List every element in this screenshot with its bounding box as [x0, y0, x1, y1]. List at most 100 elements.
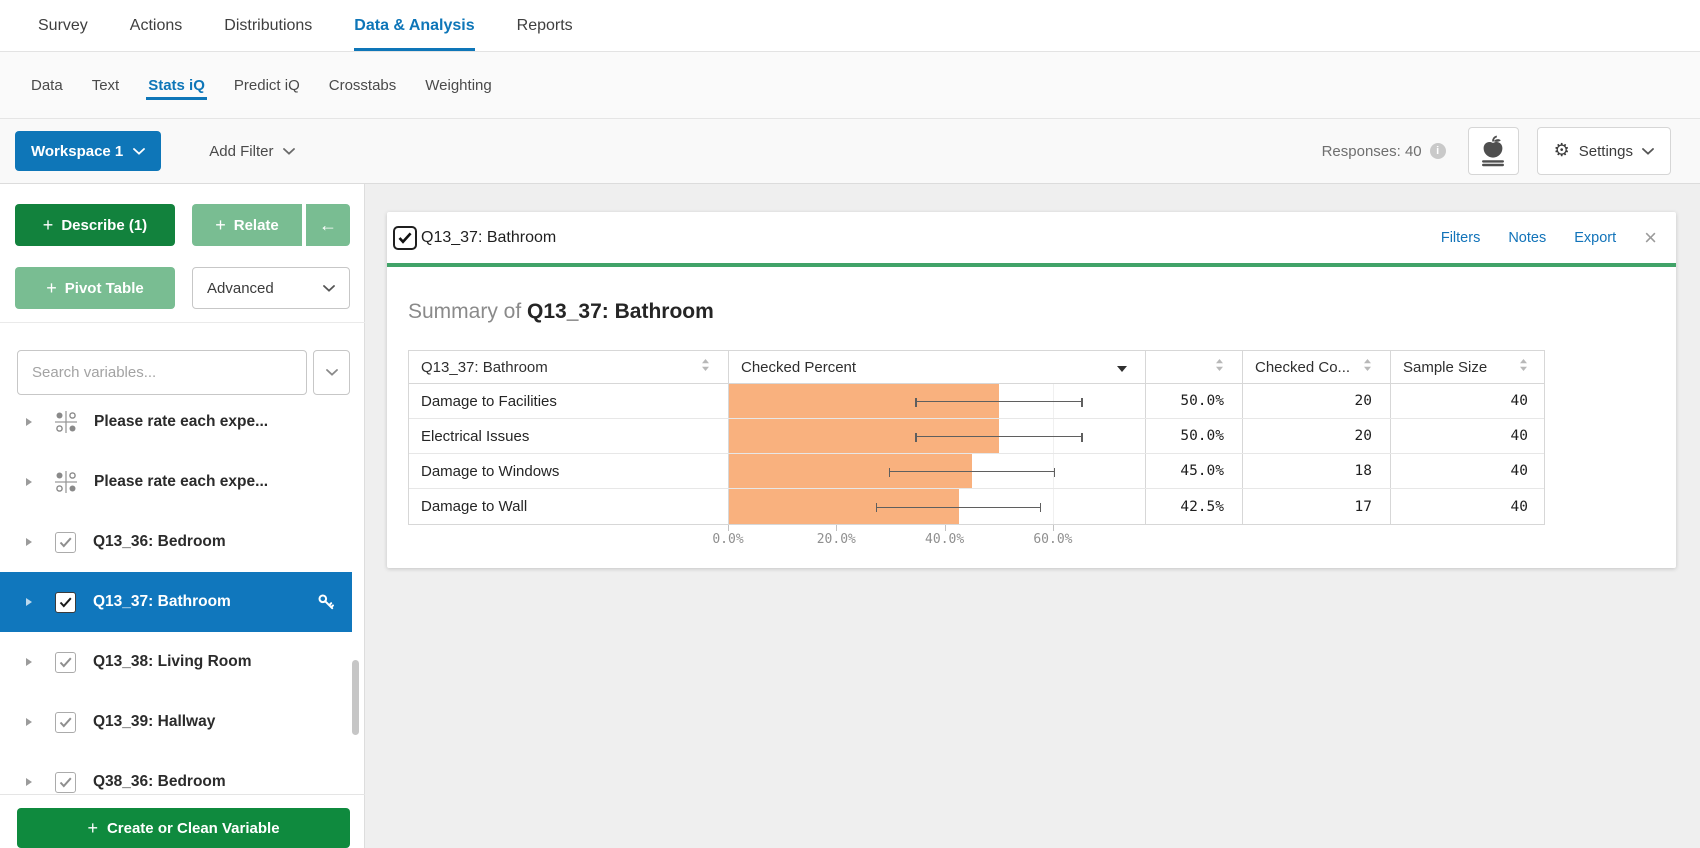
row-label: Electrical Issues: [409, 419, 729, 453]
column-header-q13-37-bathroom[interactable]: Q13_37: Bathroom: [409, 351, 729, 383]
variable-list: Please rate each expe... Please rate each…: [0, 392, 365, 795]
pivot-table-button[interactable]: + Pivot Table: [15, 267, 175, 309]
workspace-toolbar: Workspace 1 Add Filter Responses: 40 i ⚙: [0, 119, 1700, 184]
variable-item-q38-36-bedroom[interactable]: Q38_36: Bedroom: [0, 752, 352, 795]
card-header: Q13_37: Bathroom FiltersNotesExport ×: [387, 212, 1676, 263]
chevron-right-icon[interactable]: [25, 417, 33, 427]
variable-checkbox[interactable]: [55, 712, 76, 733]
sub-tab-weighting[interactable]: Weighting: [423, 71, 493, 100]
chevron-right-icon[interactable]: [25, 597, 33, 607]
variable-item-q13-36-bedroom[interactable]: Q13_36: Bedroom: [0, 512, 352, 572]
advanced-dropdown[interactable]: Advanced: [192, 267, 350, 309]
checkbox-checked[interactable]: [55, 712, 76, 733]
info-icon[interactable]: i: [1430, 143, 1446, 159]
list-scrollbar-thumb[interactable]: [352, 660, 359, 735]
arrow-left-icon: ←: [319, 215, 337, 236]
variable-item-q13-38-living-room[interactable]: Q13_38: Living Room: [0, 632, 352, 692]
close-icon[interactable]: ×: [1644, 227, 1657, 249]
variable-label: Please rate each expe...: [94, 413, 268, 431]
filters-link[interactable]: Filters: [1441, 230, 1480, 246]
card-actions: Filters Notes Export: [1413, 230, 1616, 246]
error-bar-cap-right: [1081, 398, 1083, 407]
column-header-label: Checked Percent: [741, 359, 856, 376]
error-bar-cap-right: [1040, 503, 1042, 512]
column-header-sample-size[interactable]: Sample Size: [1391, 351, 1546, 383]
top-tab-actions[interactable]: Actions: [130, 0, 182, 51]
error-bar: [889, 471, 1055, 472]
chevron-right-icon[interactable]: [25, 717, 33, 727]
search-variables-input[interactable]: [17, 350, 307, 395]
collapse-panel-button[interactable]: ←: [304, 204, 350, 246]
variable-item-please-rate-each-expe[interactable]: Please rate each expe...: [0, 392, 352, 452]
column-header-blank[interactable]: [1146, 351, 1243, 383]
error-bar-cap-left: [889, 468, 891, 477]
variable-item-q13-39-hallway[interactable]: Q13_39: Hallway: [0, 692, 352, 752]
top-tab-survey[interactable]: Survey: [38, 0, 88, 51]
sub-tab-data[interactable]: Data: [29, 71, 65, 100]
sub-navigation: Data Text Stats iQ Predict iQ Crosstabs Weigh…: [0, 52, 1700, 119]
variable-label: Please rate each expe...: [94, 473, 268, 491]
chart-x-axis: 0.0%20.0%40.0%60.0%: [728, 525, 1145, 555]
checkbox-checked[interactable]: [55, 772, 76, 793]
learning-resources-button[interactable]: [1468, 127, 1519, 175]
checked-percent-bar-cell: [729, 419, 1146, 453]
checkbox-checked[interactable]: [55, 592, 76, 613]
variable-item-q13-37-bathroom[interactable]: Q13_37: Bathroom: [0, 572, 352, 632]
variable-label: Q13_39: Hallway: [93, 713, 215, 731]
table-row-damage-to-facilities: Damage to Facilities50.0%2040: [409, 384, 1544, 419]
sub-tab-text[interactable]: Text: [90, 71, 122, 100]
chevron-right-icon[interactable]: [25, 537, 33, 547]
chevron-right-icon[interactable]: [25, 477, 33, 487]
axis-tick-label: 20.0%: [817, 532, 856, 547]
workspace-dropdown-button[interactable]: Workspace 1: [15, 131, 161, 171]
top-tab-distributions[interactable]: Distributions: [224, 0, 312, 51]
variable-checkbox[interactable]: [55, 652, 76, 673]
gear-icon: ⚙: [1554, 142, 1570, 160]
axis-tick: [1053, 525, 1054, 531]
sort-icon[interactable]: [1215, 358, 1224, 376]
variable-checkbox[interactable]: [55, 532, 76, 553]
describe-button[interactable]: + Describe (1): [15, 204, 175, 246]
chevron-right-icon[interactable]: [25, 777, 33, 787]
top-tab-reports[interactable]: Reports: [517, 0, 573, 51]
top-navigation: Survey Actions Distributions Data & Analysi…: [0, 0, 1700, 52]
checked-percent-value: 50.0%: [1146, 384, 1243, 418]
column-header-checked-co[interactable]: Checked Co...: [1243, 351, 1391, 383]
error-bar: [915, 436, 1082, 437]
table-header-row: Q13_37: Bathroom Checked Percent Checked C…: [409, 351, 1544, 384]
checkbox-checked[interactable]: [55, 652, 76, 673]
checkbox-checked[interactable]: [55, 532, 76, 553]
sample-size-value: 40: [1391, 489, 1546, 524]
sub-tab-stats-iq[interactable]: Stats iQ: [146, 71, 207, 100]
card-body: Summary of Q13_37: Bathroom Q13_37: Bath…: [387, 300, 1676, 555]
chevron-down-icon: [326, 369, 338, 376]
add-filter-dropdown[interactable]: Add Filter: [209, 143, 295, 160]
sort-icon[interactable]: [701, 358, 710, 376]
axis-tick-label: 0.0%: [712, 532, 743, 547]
sort-icon[interactable]: [1519, 358, 1528, 376]
summary-subject: Q13_37: Bathroom: [527, 300, 714, 323]
checked-percent-bar-cell: [729, 489, 1146, 524]
variable-summary-card: Q13_37: Bathroom Filters Notes Export × Su…: [387, 212, 1676, 568]
relate-button[interactable]: + Relate: [192, 204, 302, 246]
create-or-clean-variable-button[interactable]: + Create or Clean Variable: [17, 808, 350, 848]
variable-checkbox[interactable]: [55, 592, 76, 613]
notes-link[interactable]: Notes: [1508, 230, 1546, 246]
column-header-checked-percent[interactable]: Checked Percent: [729, 351, 1146, 383]
settings-button[interactable]: ⚙ Settings: [1537, 127, 1671, 175]
sub-tab-predict-iq[interactable]: Predict iQ: [232, 71, 302, 100]
variable-checkbox[interactable]: [55, 772, 76, 793]
caret-down-icon[interactable]: [1117, 359, 1127, 376]
card-checkbox[interactable]: [393, 226, 417, 250]
sort-icon[interactable]: [1363, 358, 1372, 376]
sub-tab-crosstabs[interactable]: Crosstabs: [327, 71, 399, 100]
chevron-down-icon: [133, 148, 145, 155]
column-header-label: Sample Size: [1403, 359, 1487, 376]
chevron-right-icon[interactable]: [25, 657, 33, 667]
search-options-dropdown[interactable]: [313, 350, 350, 395]
variable-item-please-rate-each-expe[interactable]: Please rate each expe...: [0, 452, 352, 512]
export-link[interactable]: Export: [1574, 230, 1616, 246]
top-tab-data-analysis[interactable]: Data & Analysis: [354, 0, 474, 51]
pivot-table-label: Pivot Table: [65, 280, 144, 297]
checked-percent-bar-cell: [729, 384, 1146, 418]
